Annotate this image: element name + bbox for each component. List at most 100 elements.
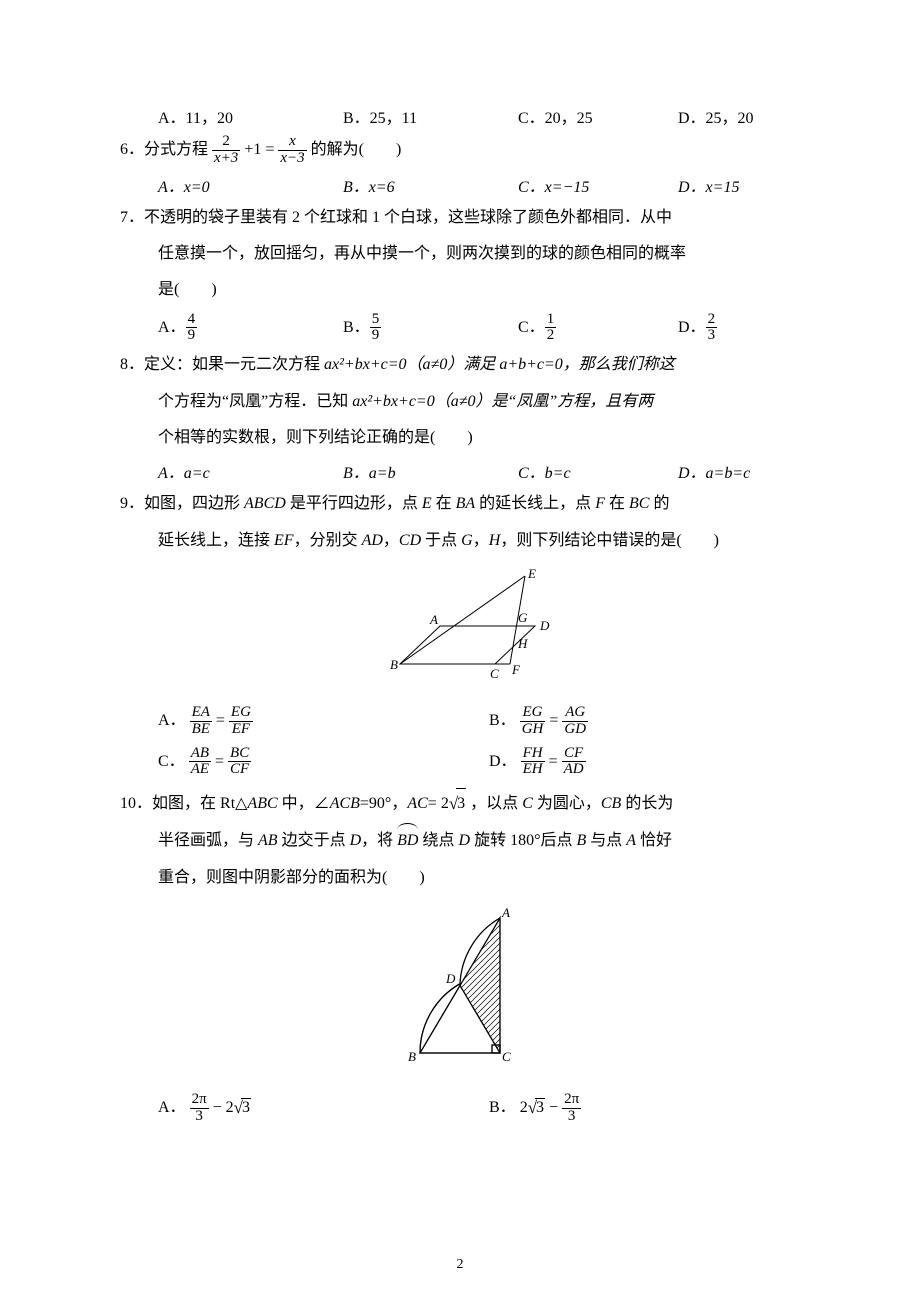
q9-d-d: EH: [521, 762, 545, 778]
q9-lbl-g: G: [518, 610, 528, 625]
q6-post: 的解为( ): [311, 141, 402, 158]
q9-l2b: EF: [274, 532, 294, 549]
q7-a-den: 9: [186, 328, 198, 344]
q10-l2a: 半径画弧，与: [158, 832, 258, 849]
q7-d-den: 3: [706, 328, 718, 344]
q7-opt-a-pre: A．: [158, 319, 186, 336]
q9-c-n: AB: [189, 746, 211, 763]
q9-figure: A B C D E F G H: [120, 566, 820, 691]
q8-opt-a: A．a=c: [158, 459, 343, 483]
q10-l1d: ACB: [330, 795, 360, 812]
q10-lbl-d: D: [445, 971, 456, 986]
q10-a-pre: A．: [158, 1099, 186, 1116]
q9-l2d: AD: [362, 532, 383, 549]
q10-l3: 重合，则图中阴影部分的面积为( ): [120, 863, 820, 893]
q9-l1b: ABCD: [244, 495, 286, 512]
q8-opt-d: D．a=b=c: [678, 459, 750, 483]
q7-opt-c-pre: C．: [518, 319, 545, 336]
q8-l3: 个相等的实数根，则下列结论正确的是( ): [120, 423, 820, 453]
q9-b-d2: GD: [562, 722, 588, 738]
q9-a-n: EA: [190, 705, 212, 722]
q9-a-d2: EF: [229, 722, 253, 738]
q9-c-eq: =: [215, 753, 228, 770]
q10-lbl-b: B: [408, 1049, 416, 1064]
q7-opt-d: D．23: [678, 312, 717, 345]
q10-l1k: CB: [601, 795, 621, 812]
q10-a-rad: 3: [241, 1098, 251, 1117]
page-number: 2: [0, 1257, 920, 1273]
q9-l2i: ，: [473, 532, 489, 549]
q10-a-d: 3: [190, 1109, 209, 1125]
q10-b-d: 3: [562, 1109, 581, 1125]
q9-svg: A B C D E F G H: [360, 566, 580, 686]
q9-a-f1: EABE: [190, 705, 212, 738]
q5-opt-b: B．25，11: [343, 104, 518, 128]
q8-options: A．a=c B．a=b C．b=c D．a=b=c: [120, 459, 820, 483]
q5-options: A．11，20 B．25，11 C．20，25 D．25，20: [120, 104, 820, 128]
q9-d-eq: =: [549, 753, 562, 770]
q9-l1g: 的延长线上，点: [475, 495, 595, 512]
q10-arc: BD: [397, 826, 418, 856]
q6-pre: 分式方程: [144, 141, 208, 158]
q9-l2k: ，则下列结论中错误的是( ): [500, 532, 719, 549]
q10-figure: A B C D: [120, 903, 820, 1078]
q9-l2g: 于点: [421, 532, 461, 549]
q7-opt-b-pre: B．: [343, 319, 370, 336]
q9-opt-c: C． ABAE = BCCF: [158, 746, 489, 779]
q6-stem: 6．分式方程 2x+3 +1 = xx−3 的解为( ): [120, 134, 820, 167]
q6-frac2: xx−3: [278, 134, 306, 167]
q9-a-pre: A．: [158, 712, 186, 729]
q6-mid: +1 =: [244, 141, 274, 158]
q10-a-sqrt: 3: [234, 1098, 251, 1118]
q9-options: A． EABE = EGEF B． EGGH = AGGD C． ABAE = …: [120, 701, 820, 782]
q6-frac1: 2x+3: [212, 134, 240, 167]
q6-opt-a: A．x=0: [158, 173, 343, 197]
q10-lbl-c: C: [502, 1049, 511, 1064]
q9-c-d2: CF: [228, 762, 251, 778]
q10-b-mid: −: [549, 1099, 562, 1116]
q7-l1: 7．不透明的袋子里装有 2 个红球和 1 个白球，这些球除了颜色外都相同．从中: [120, 203, 820, 233]
q9-lbl-d: D: [539, 618, 550, 633]
q7-b-den: 9: [370, 328, 382, 344]
q10-l2h: D: [459, 832, 471, 849]
q6-frac1-num: 2: [212, 134, 240, 151]
q9-b-n2: AG: [562, 705, 588, 722]
q9-l2f: CD: [399, 532, 421, 549]
q10-a-coef: 2: [226, 1099, 234, 1116]
q10-l1l: 的长为: [621, 795, 673, 812]
q9-d-f1: FHEH: [521, 746, 545, 779]
q9-l1c: 是平行四边形，点: [286, 495, 422, 512]
q10-opt-a: A． 2π3 − 23: [158, 1092, 489, 1125]
q9-lbl-e: E: [527, 566, 536, 581]
q10-options: A． 2π3 − 23 B． 23 − 2π3: [120, 1088, 820, 1129]
q8-num: 8．: [120, 356, 144, 373]
q5-opt-c: C．20，25: [518, 104, 678, 128]
q9-l2h: G: [461, 532, 473, 549]
q9-l1a: 如图，四边形: [144, 495, 244, 512]
q9-a-n2: EG: [229, 705, 253, 722]
q10-l1: 10．如图，在 Rt△ABC 中，∠ACB=90°，AC= 23 ，以点 C 为…: [120, 788, 820, 820]
q9-l1d: E: [422, 495, 432, 512]
q10-b-rad: 3: [535, 1098, 545, 1117]
q10-b-sqrt: 3: [528, 1098, 545, 1118]
q10-l2c: 边交于点: [278, 832, 350, 849]
q10-sqrtrad: 3: [456, 788, 466, 819]
q10-l2b: AB: [258, 832, 278, 849]
q9-a-f2: EGEF: [229, 705, 253, 738]
q7-b-num: 5: [370, 312, 382, 329]
q9-l2a: 延长线上，连接: [158, 532, 274, 549]
q9-c-f2: BCCF: [228, 746, 251, 779]
q9-c-f1: ABAE: [189, 746, 211, 779]
q10-svg: A B C D: [390, 903, 550, 1073]
q10-l2e: ，将: [361, 832, 397, 849]
q9-a-d: BE: [190, 722, 212, 738]
q9-l2c: ，分别交: [294, 532, 362, 549]
q10-b-n: 2π: [562, 1092, 581, 1109]
q6-frac2-num: x: [278, 134, 306, 151]
q8-opt-b: B．a=b: [343, 459, 518, 483]
q8-l2b: ax²+bx+c=0: [352, 393, 435, 410]
q9-l1k: 的: [649, 495, 669, 512]
q10-l2l: A: [626, 832, 636, 849]
q7-opt-c-frac: 12: [545, 312, 557, 345]
q9-b-pre: B．: [489, 712, 516, 729]
